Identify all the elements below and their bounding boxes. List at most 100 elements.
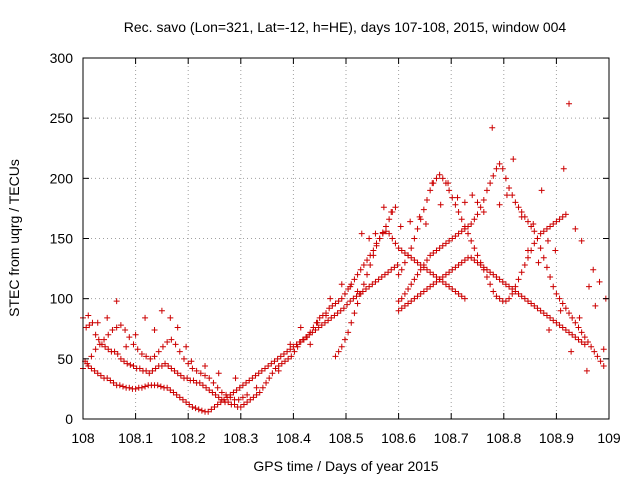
data-point [214, 401, 221, 408]
data-point [281, 358, 288, 365]
data-point [560, 165, 567, 172]
data-point [392, 204, 399, 211]
data-point [162, 360, 169, 367]
data-point [142, 383, 149, 390]
data-point [364, 271, 371, 278]
data-point [405, 286, 412, 293]
data-point [341, 336, 348, 343]
data-point [253, 384, 260, 391]
data-point [172, 341, 179, 348]
data-point [572, 334, 579, 341]
data-point [121, 358, 128, 365]
data-point [244, 399, 251, 406]
data-point [442, 240, 449, 247]
data-point [164, 384, 171, 391]
data-point [439, 278, 446, 285]
data-point [315, 324, 322, 331]
data-point [591, 348, 598, 355]
data-point [562, 326, 569, 333]
data-point [143, 353, 150, 360]
data-point [524, 247, 531, 254]
data-point [225, 399, 232, 406]
data-point [568, 348, 575, 355]
data-point [232, 375, 239, 382]
data-point [174, 324, 181, 331]
data-point [407, 218, 414, 225]
data-point [259, 384, 266, 391]
data-point [235, 396, 242, 403]
data-point [566, 310, 573, 317]
data-point [164, 338, 171, 345]
data-point [101, 336, 108, 343]
data-point [261, 365, 268, 372]
data-point [547, 223, 554, 230]
data-point [458, 228, 465, 235]
data-point [499, 165, 506, 172]
data-point [127, 361, 134, 368]
data-point [562, 211, 569, 218]
data-point [408, 298, 415, 305]
data-point [474, 211, 481, 218]
data-point [578, 237, 585, 244]
data-point [272, 365, 279, 372]
data-point [117, 355, 124, 362]
data-point [474, 252, 481, 259]
data-point [468, 254, 475, 261]
data-point [452, 264, 459, 271]
data-point [285, 355, 292, 362]
data-point [537, 230, 544, 237]
data-point [433, 274, 440, 281]
data-point [395, 271, 402, 278]
data-point [92, 331, 99, 338]
data-point [506, 184, 513, 191]
data-point [557, 307, 564, 314]
data-point [395, 307, 402, 314]
data-point [381, 271, 388, 278]
data-point [372, 278, 379, 285]
x-tick-label: 108.4 [276, 430, 311, 446]
data-point [537, 307, 544, 314]
data-point [566, 329, 573, 336]
data-point [566, 100, 573, 107]
data-point [211, 403, 218, 410]
data-point [442, 281, 449, 288]
data-point [449, 235, 456, 242]
data-point [392, 240, 399, 247]
data-point [553, 290, 560, 297]
x-tick-label: 108.1 [118, 430, 153, 446]
data-point [518, 293, 525, 300]
data-point [92, 346, 99, 353]
data-point [142, 314, 149, 321]
data-point [480, 264, 487, 271]
data-point [151, 326, 158, 333]
data-point [170, 389, 177, 396]
data-point [177, 372, 184, 379]
data-point [562, 305, 569, 312]
data-point [493, 165, 500, 172]
data-point [188, 358, 195, 365]
x-tick-label: 108 [71, 430, 95, 446]
data-point [502, 298, 509, 305]
data-point [332, 300, 339, 307]
data-point [414, 271, 421, 278]
data-point [88, 365, 95, 372]
data-point [168, 365, 175, 372]
data-point [534, 305, 541, 312]
y-tick-label: 300 [50, 50, 74, 66]
data-point [408, 281, 415, 288]
data-point [255, 370, 262, 377]
data-point [398, 247, 405, 254]
data-point [239, 394, 246, 401]
data-point [512, 199, 519, 206]
data-point [578, 329, 585, 336]
data-point [84, 360, 91, 367]
data-point [575, 324, 582, 331]
data-point [240, 401, 247, 408]
data-point [414, 293, 421, 300]
data-point [458, 293, 465, 300]
data-point [388, 266, 395, 273]
data-point [515, 276, 522, 283]
data-point [417, 290, 424, 297]
data-point [458, 216, 465, 223]
